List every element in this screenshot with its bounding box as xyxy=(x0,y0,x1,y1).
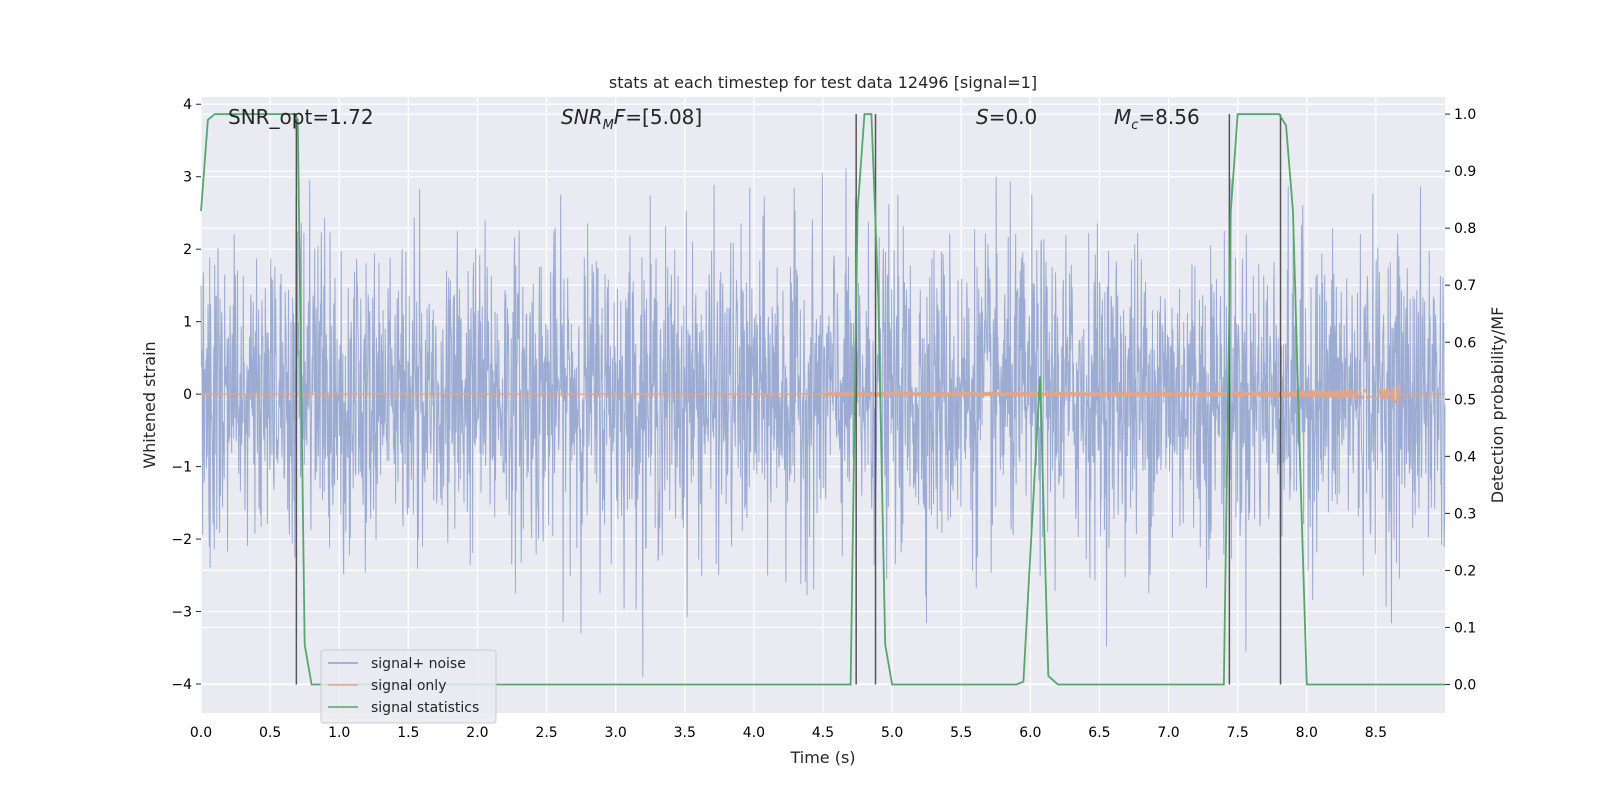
y-right-tick-label: 0.1 xyxy=(1454,620,1476,636)
y-right-tick-label: 0.0 xyxy=(1454,677,1476,693)
x-tick-label: 5.5 xyxy=(950,725,972,741)
x-tick-label: 8.0 xyxy=(1296,725,1318,741)
y-left-tick-label: −2 xyxy=(171,532,192,548)
legend-label-signal-noise: signal+ noise xyxy=(371,656,466,672)
chart-title: stats at each timestep for test data 124… xyxy=(609,73,1037,92)
y-right-tick-label: 0.3 xyxy=(1454,506,1476,522)
y-left-tick-label: −4 xyxy=(171,677,192,693)
annotation-snr-mf: SNRMF=[5.08] xyxy=(561,105,702,133)
x-tick-label: 3.0 xyxy=(605,725,627,741)
x-axis-ticks: 0.0 0.5 1.0 1.5 2.0 2.5 3.0 3.5 4.0 4.5 5.0 5.5 6.0 6… xyxy=(190,725,1387,741)
y-right-tick-label: 0.7 xyxy=(1454,278,1476,294)
signal-noise-line xyxy=(200,168,1446,677)
y-right-tick-label: 1.0 xyxy=(1454,107,1476,123)
x-tick-label: 7.5 xyxy=(1227,725,1249,741)
signal-only-line xyxy=(200,383,1445,406)
legend-label-signal-statistics: signal statistics xyxy=(371,700,479,716)
x-tick-label: 1.5 xyxy=(397,725,419,741)
x-tick-label: 5.0 xyxy=(881,725,903,741)
x-tick-label: 3.5 xyxy=(674,725,696,741)
y-left-axis-ticks: −4 −3 −2 −1 0 1 2 3 4 xyxy=(171,97,201,693)
y-right-tick-label: 0.4 xyxy=(1454,449,1476,465)
y-left-tick-label: −3 xyxy=(171,605,192,621)
x-tick-label: 0.0 xyxy=(190,725,212,741)
y-right-axis-ticks: 0.0 0.1 0.2 0.3 0.4 0.5 0.6 0.7 0.8 0.9 1.0 xyxy=(1445,107,1476,693)
y-left-axis-label: Whitened strain xyxy=(140,341,159,468)
x-tick-label: 1.0 xyxy=(328,725,350,741)
annotation-snr-opt: SNR_opt=1.72 xyxy=(228,105,374,129)
annotation-mc: Mc=8.56 xyxy=(1114,105,1200,133)
annotation-s: S=0.0 xyxy=(976,105,1037,129)
series-signal-noise xyxy=(200,168,1446,677)
y-right-tick-label: 0.5 xyxy=(1454,392,1476,408)
y-right-tick-label: 0.8 xyxy=(1454,221,1476,237)
y-left-tick-label: 3 xyxy=(183,170,192,186)
y-right-tick-label: 0.9 xyxy=(1454,164,1476,180)
y-left-tick-label: 0 xyxy=(183,387,192,403)
y-left-tick-label: 1 xyxy=(183,315,192,331)
x-tick-label: 4.5 xyxy=(812,725,834,741)
x-tick-label: 2.5 xyxy=(535,725,557,741)
x-tick-label: 8.5 xyxy=(1365,725,1387,741)
y-left-tick-label: 2 xyxy=(183,242,192,258)
signal-statistics-line xyxy=(200,113,1445,686)
y-right-axis-label: Detection probability/MF xyxy=(1488,307,1507,504)
legend-box xyxy=(320,649,497,724)
y-right-tick-label: 0.6 xyxy=(1454,335,1476,351)
x-tick-label: 7.0 xyxy=(1157,725,1179,741)
x-tick-label: 4.0 xyxy=(743,725,765,741)
legend: signal+ noise signal only signal statist… xyxy=(320,649,497,724)
x-tick-label: 0.5 xyxy=(259,725,281,741)
x-axis-label: Time (s) xyxy=(789,748,855,767)
x-tick-label: 2.0 xyxy=(466,725,488,741)
y-left-tick-label: −1 xyxy=(171,460,192,476)
series-signal-statistics xyxy=(200,113,1445,686)
series-signal-only xyxy=(200,383,1445,406)
x-tick-label: 6.0 xyxy=(1019,725,1041,741)
y-left-tick-label: 4 xyxy=(183,97,192,113)
x-tick-label: 6.5 xyxy=(1088,725,1110,741)
legend-label-signal-only: signal only xyxy=(371,678,446,694)
y-right-tick-label: 0.2 xyxy=(1454,563,1476,579)
